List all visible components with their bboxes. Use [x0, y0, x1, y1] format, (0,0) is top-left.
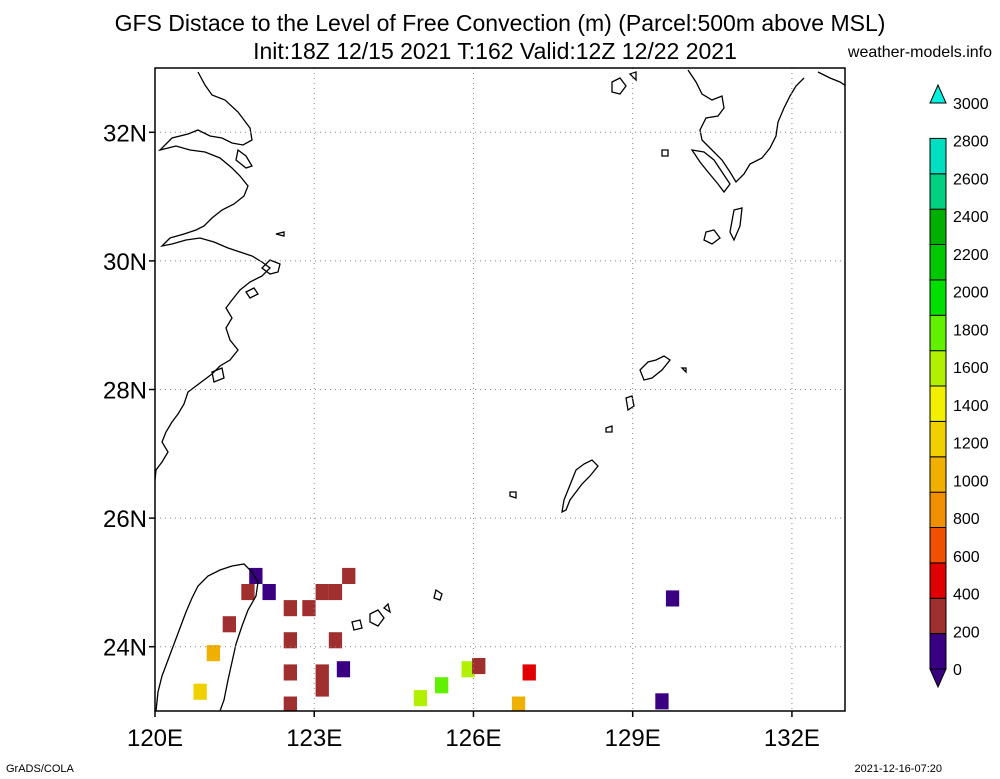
lfc-cell [283, 632, 297, 649]
colorbar-tick-label: 1800 [953, 322, 989, 339]
colorbar-tick-label: 2200 [953, 247, 989, 264]
colorbar-segment [929, 420, 947, 458]
coastline-sakishima [351, 588, 443, 631]
lfc-cell [315, 584, 329, 601]
coastline-korea-islands [611, 71, 845, 245]
y-tick-label: 30N [103, 249, 147, 276]
lfc-cell [522, 664, 536, 681]
lfc-cell [222, 616, 236, 633]
lfc-cell [315, 680, 329, 697]
colorbar-tick-label: 200 [953, 624, 980, 641]
colorbar-tick-label: 2000 [953, 285, 989, 302]
y-tick-label: 32N [103, 120, 147, 147]
lfc-cell [315, 664, 329, 681]
colorbar-segment [929, 208, 947, 246]
coastline-amami [639, 355, 687, 381]
colorbar-tick-label: 800 [953, 511, 980, 528]
colorbar-segment [929, 314, 947, 352]
colorbar-tick-label: 1600 [953, 360, 989, 377]
lfc-cell [435, 677, 449, 694]
x-tick-label: 132E [764, 725, 820, 752]
colorbar-tick-label: 2800 [953, 134, 989, 151]
colorbar-segment [929, 279, 947, 316]
colorbar-tick-label: 1000 [953, 473, 989, 490]
lfc-cell [302, 600, 316, 617]
colorbar-tick-label: 400 [953, 587, 980, 604]
lfc-cell [283, 600, 297, 617]
colorbar-tick-label: 1400 [953, 398, 989, 415]
coastline-okinawa [509, 459, 599, 514]
lfc-cell [193, 683, 207, 700]
lfc-cell [655, 693, 669, 710]
colorbar-segment [929, 527, 947, 564]
colorbar-segment [929, 137, 947, 175]
colorbar-segment [929, 385, 947, 422]
lfc-cell [461, 661, 475, 678]
y-tick-label: 24N [103, 635, 147, 662]
x-axis: 120E 123E 126E 129E 132E [127, 711, 820, 752]
colorbar-segment [929, 597, 947, 635]
footer-right: 2021-12-16-07:20 [854, 763, 942, 775]
credit-label: weather-models.info [847, 44, 992, 61]
y-tick-label: 28N [103, 378, 147, 405]
lfc-cell [262, 584, 276, 601]
colorbar-segment [929, 491, 947, 529]
x-tick-label: 123E [286, 725, 342, 752]
y-tick-label: 26N [103, 506, 147, 533]
lfc-cell [206, 645, 220, 662]
colorbar: 0 200 400 600 800 1000 1200 1400 1600 1800 2000 220… [929, 83, 989, 689]
y-axis: 24N 26N 28N 30N 32N [103, 120, 155, 662]
lfc-cell [665, 590, 680, 607]
lfc-cell [328, 584, 343, 601]
coastline-japan-kyushu [687, 69, 805, 184]
grid-lines [155, 68, 845, 711]
coastline-china [155, 71, 271, 481]
footer-left: GrADS/COLA [6, 763, 74, 775]
coastline-taiwan [155, 563, 259, 711]
chart-subtitle: Init:18Z 12/15 2021 T:162 Valid:12Z 12/2… [253, 38, 737, 64]
colorbar-segment [929, 456, 947, 493]
colorbar-segment [929, 350, 947, 387]
coastline-japan-inland [690, 149, 731, 194]
x-tick-label: 120E [127, 725, 183, 752]
colorbar-tick-label: 1200 [953, 436, 989, 453]
lfc-cell [283, 664, 297, 681]
lfc-field-layer [193, 567, 680, 711]
colorbar-max-arrow [929, 83, 947, 104]
colorbar-tick-label: 3000 [953, 96, 989, 113]
chart-title: GFS Distace to the Level of Free Convect… [114, 10, 886, 36]
coastline-layer [155, 69, 845, 711]
colorbar-tick-label: 0 [953, 662, 962, 679]
colorbar-tick-label: 600 [953, 549, 980, 566]
lfc-cell [328, 632, 343, 649]
colorbar-segment [929, 562, 947, 599]
colorbar-segment [929, 633, 947, 670]
colorbar-min-arrow [929, 668, 947, 689]
colorbar-tick-label: 2600 [953, 172, 989, 189]
colorbar-tick-label: 2400 [953, 209, 989, 226]
lfc-cell [472, 658, 486, 675]
lfc-cell [511, 696, 526, 711]
x-tick-label: 126E [445, 725, 501, 752]
lfc-cell [336, 661, 351, 678]
lfc-cell [241, 584, 255, 601]
lfc-cell [413, 690, 428, 707]
x-tick-label: 129E [605, 725, 661, 752]
lfc-cell [342, 567, 356, 584]
colorbar-segment [929, 173, 947, 210]
lfc-cell [283, 696, 297, 711]
colorbar-segment [929, 244, 947, 281]
coastline-china-islands [211, 148, 285, 383]
coastline-tokunoshima [605, 395, 635, 433]
